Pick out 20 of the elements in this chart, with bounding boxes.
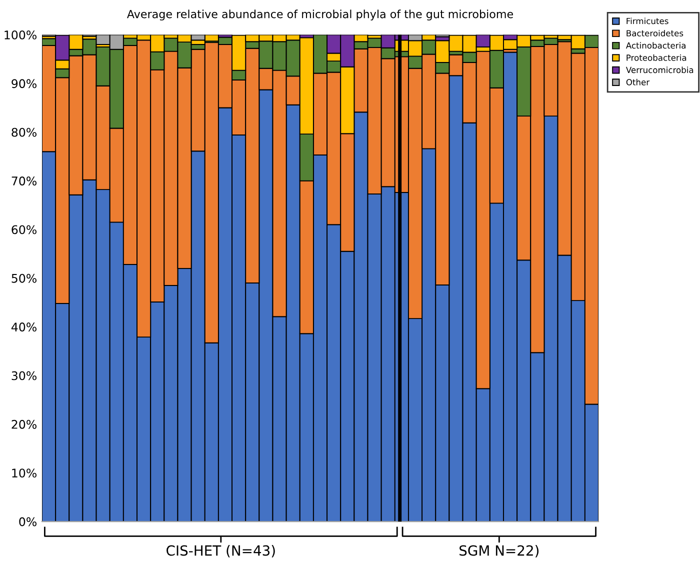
y-tick-label: 20% (12, 420, 36, 429)
text: CIS-HET (N=43) (166, 545, 275, 558)
legend-label: Bacteroidetes (626, 30, 684, 36)
y-tick-label: 0% (19, 517, 36, 526)
text: SGM N=22) (460, 545, 539, 558)
y-tick-label: 60% (12, 225, 36, 234)
chart-title: Average relative abundance of microbial phyla of the gut microbiome (126, 10, 513, 20)
legend-label: Actinobacteria (626, 42, 686, 49)
legend-label: Verrucomicrobia (626, 66, 694, 74)
y-tick-label: 70% (12, 176, 36, 186)
y-tick-label: 30% (12, 371, 36, 380)
y-tick-label: 100% (4, 30, 36, 40)
legend-label: Proteobacteria (626, 54, 686, 61)
y-tick-label: 50% (12, 274, 36, 283)
y-tick-label: 40% (11, 322, 36, 332)
y-tick-label: 80% (12, 128, 36, 137)
legend-label: Firmicutes (626, 18, 668, 24)
legend-label: Other (626, 78, 650, 86)
y-tick-label: 90% (12, 79, 36, 88)
y-tick-label: 10% (12, 468, 36, 478)
